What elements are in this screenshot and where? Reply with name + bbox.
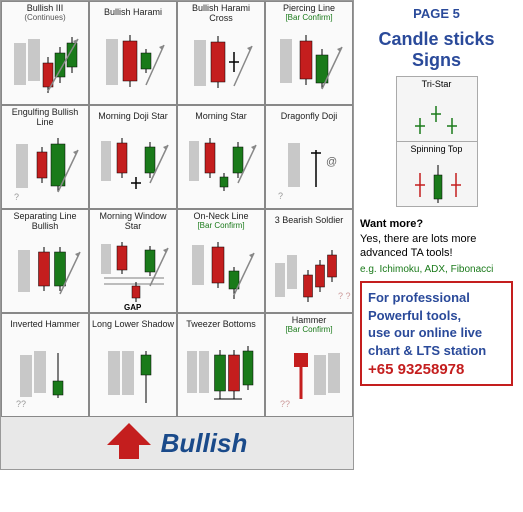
cell-chart [178,26,264,104]
pattern-cell: Inverted Hammer ?? [1,313,89,417]
want-question: Want more? [360,218,423,230]
cell-chart [178,128,264,208]
pattern-cell: Tweezer Bottoms [177,313,265,417]
cell-title: Morning Window Star [91,212,175,232]
pattern-cell: On-Neck Line [Bar Confirm] [177,209,265,313]
page-number: PAGE 5 [360,6,513,21]
cell-header: Bullish Harami Cross [178,2,264,26]
cell-subtitle: [Bar Confirm] [267,326,351,335]
cell-subtitle: (Continues) [3,14,87,23]
mini-title: Spinning Top [399,144,475,154]
svg-text:??: ?? [16,399,26,409]
cell-header: Dragonfly Doji [266,106,352,128]
svg-text:??: ?? [280,399,290,409]
cell-header: Morning Star [178,106,264,128]
pattern-cell: Bullish III (Continues) [1,1,89,105]
cell-chart [266,25,352,104]
cell-title: 3 Bearish Soldier [267,216,351,226]
svg-text:GAP: GAP [124,303,142,312]
want-answer: Yes, there are lots more advanced TA too… [360,233,476,259]
pattern-cell: Morning Window Star GAP [89,209,177,313]
pattern-cell: Morning Doji Star [89,105,177,209]
bullish-heading: Bullish [161,428,248,459]
cell-title: Tweezer Bottoms [179,320,263,330]
promo-l4: chart & LTS station [368,343,486,358]
promo-l3: use our online live [368,325,482,340]
pattern-cell: Engulfing Bullish Line ? [1,105,89,209]
examples-text: e.g. Ichimoku, ADX, Fibonacci [360,264,513,275]
cell-header: Long Lower Shadow [90,314,176,336]
cell-chart: ?? [266,337,352,416]
side-title-l1: Candle sticks [378,29,494,49]
cell-subtitle: [Bar Confirm] [179,222,263,231]
cell-title: Morning Doji Star [91,112,175,122]
pattern-cell: Separating Line Bullish [1,209,89,313]
pattern-cell: Morning Star [177,105,265,209]
cell-title: Bullish Harami Cross [179,4,263,24]
cell-chart: ? [2,130,88,208]
cell-chart: @? [266,128,352,208]
cell-title: Bullish Harami [91,8,175,18]
promo-box: For professional Powerful tools, use our… [360,281,513,386]
side-panel: PAGE 5 Candle sticks Signs Tri-Star Spin… [354,0,519,470]
side-title: Candle sticks Signs [360,29,513,70]
cell-header: Hammer [Bar Confirm] [266,314,352,337]
pattern-cell: Dragonfly Doji @? [265,105,353,209]
cell-chart: GAP [90,234,176,312]
promo-l1: For professional [368,290,470,305]
cell-chart [90,128,176,208]
cell-chart [178,233,264,312]
pattern-cell: Piercing Line [Bar Confirm] [265,1,353,105]
mini-pattern-panel: Tri-Star Spinning Top [396,76,478,207]
cell-subtitle: [Bar Confirm] [267,14,351,23]
up-arrow-icon [107,423,151,445]
pattern-cell: Bullish Harami Cross [177,1,265,105]
pattern-cell: 3 Bearish Soldier ? ? [265,209,353,313]
promo-phone: +65 93258978 [368,361,505,378]
cell-chart [2,234,88,312]
pattern-cell: Hammer [Bar Confirm] ?? [265,313,353,417]
cell-chart [90,336,176,416]
cell-chart [2,25,88,104]
pattern-grid: Bullish III (Continues) Bullish Harami B… [1,1,353,417]
mini-chart [399,91,475,139]
cell-header: On-Neck Line [Bar Confirm] [178,210,264,233]
side-title-l2: Signs [412,50,461,70]
cell-header: Inverted Hammer [2,314,88,336]
mini-pattern-cell: Tri-Star [397,77,477,142]
cell-header: Separating Line Bullish [2,210,88,234]
cell-chart: ?? [2,336,88,416]
svg-text:?: ? [278,191,283,201]
pattern-cell: Long Lower Shadow [89,313,177,417]
cell-title: Dragonfly Doji [267,112,351,122]
cell-chart [90,24,176,104]
promo-text: For professional Powerful tools, use our… [368,289,505,359]
cell-title: Separating Line Bullish [3,212,87,232]
pattern-grid-panel: Bullish III (Continues) Bullish Harami B… [0,0,354,470]
cell-header: Engulfing Bullish Line [2,106,88,130]
svg-text:?: ? [14,192,19,202]
promo-l2: Powerful tools, [368,308,461,323]
mini-chart [399,156,475,204]
cell-title: Long Lower Shadow [91,320,175,330]
svg-text:? ?: ? ? [338,291,351,301]
want-more-text: Want more? Yes, there are lots more adva… [360,217,513,260]
cell-title: Engulfing Bullish Line [3,108,87,128]
cell-header: Bullish III (Continues) [2,2,88,25]
cell-header: Morning Doji Star [90,106,176,128]
footer-label: Bullish [1,417,353,469]
cell-chart: ? ? [266,232,352,312]
mini-title: Tri-Star [399,79,475,89]
mini-pattern-cell: Spinning Top [397,142,477,206]
cell-title: Inverted Hammer [3,320,87,330]
svg-text:@: @ [326,156,337,168]
cell-header: Tweezer Bottoms [178,314,264,336]
cell-header: 3 Bearish Soldier [266,210,352,232]
pattern-cell: Bullish Harami [89,1,177,105]
cell-header: Morning Window Star [90,210,176,234]
cell-chart [178,336,264,416]
cell-title: Morning Star [179,112,263,122]
cell-header: Bullish Harami [90,2,176,24]
cell-header: Piercing Line [Bar Confirm] [266,2,352,25]
